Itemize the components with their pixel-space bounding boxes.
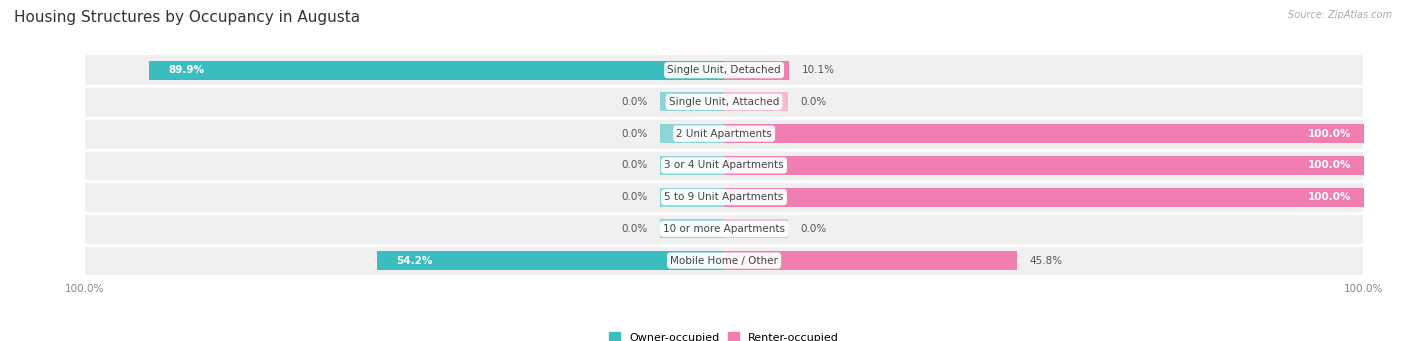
Bar [724, 124, 1364, 143]
Bar [84, 54, 1364, 86]
Text: 89.9%: 89.9% [169, 65, 204, 75]
Text: 54.2%: 54.2% [396, 256, 433, 266]
Text: 100.0%: 100.0% [1308, 129, 1351, 139]
Text: Single Unit, Detached: Single Unit, Detached [668, 65, 780, 75]
Bar [84, 149, 1364, 181]
Legend: Owner-occupied, Renter-occupied: Owner-occupied, Renter-occupied [605, 328, 844, 341]
Bar [84, 118, 1364, 149]
Text: Single Unit, Attached: Single Unit, Attached [669, 97, 779, 107]
Bar [661, 156, 724, 175]
Bar [661, 124, 724, 143]
Text: 0.0%: 0.0% [621, 160, 647, 170]
Bar [661, 92, 724, 112]
Text: 0.0%: 0.0% [621, 129, 647, 139]
Text: Source: ZipAtlas.com: Source: ZipAtlas.com [1288, 10, 1392, 20]
Bar [724, 92, 787, 112]
Bar [84, 245, 1364, 277]
Text: 100.0%: 100.0% [1308, 160, 1351, 170]
Text: 0.0%: 0.0% [621, 224, 647, 234]
Bar [377, 251, 724, 270]
Bar [84, 86, 1364, 118]
Text: Housing Structures by Occupancy in Augusta: Housing Structures by Occupancy in Augus… [14, 10, 360, 25]
Bar [724, 188, 1364, 207]
Bar [724, 61, 789, 80]
Text: 0.0%: 0.0% [801, 97, 827, 107]
Text: 45.8%: 45.8% [1029, 256, 1063, 266]
Text: 5 to 9 Unit Apartments: 5 to 9 Unit Apartments [665, 192, 783, 202]
Text: 10.1%: 10.1% [801, 65, 835, 75]
Text: 0.0%: 0.0% [801, 224, 827, 234]
Bar [724, 156, 1364, 175]
Bar [149, 61, 724, 80]
Bar [84, 213, 1364, 245]
Text: 3 or 4 Unit Apartments: 3 or 4 Unit Apartments [664, 160, 785, 170]
Bar [661, 188, 724, 207]
Text: Mobile Home / Other: Mobile Home / Other [671, 256, 778, 266]
Bar [724, 219, 787, 238]
Text: 100.0%: 100.0% [1308, 192, 1351, 202]
Bar [661, 219, 724, 238]
Bar [84, 181, 1364, 213]
Bar [724, 251, 1017, 270]
Text: 10 or more Apartments: 10 or more Apartments [664, 224, 785, 234]
Text: 2 Unit Apartments: 2 Unit Apartments [676, 129, 772, 139]
Text: 0.0%: 0.0% [621, 192, 647, 202]
Text: 0.0%: 0.0% [621, 97, 647, 107]
